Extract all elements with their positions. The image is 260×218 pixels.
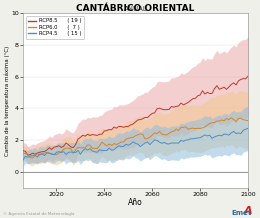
Title: CANTÁBRICO ORIENTAL: CANTÁBRICO ORIENTAL: [76, 4, 195, 13]
Text: Emet: Emet: [232, 210, 252, 216]
Text: A: A: [244, 206, 252, 216]
X-axis label: Año: Año: [128, 198, 143, 207]
Text: © Agencia Estatal de Meteorología: © Agencia Estatal de Meteorología: [3, 212, 74, 216]
Y-axis label: Cambio de la temperatura máxima (°C): Cambio de la temperatura máxima (°C): [4, 45, 10, 156]
Text: ANUAL: ANUAL: [124, 6, 147, 12]
Legend: RCP8.5      ( 19 ), RCP6.0      (  7 ), RCP4.5      ( 15 ): RCP8.5 ( 19 ), RCP6.0 ( 7 ), RCP4.5 ( 15…: [26, 16, 84, 39]
